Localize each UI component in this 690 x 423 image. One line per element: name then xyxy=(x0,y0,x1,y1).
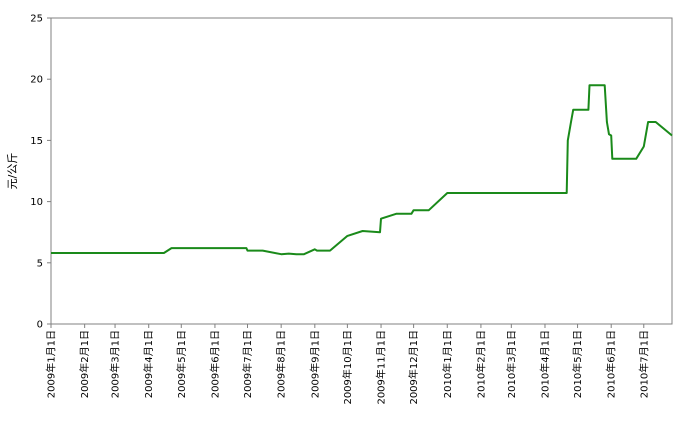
x-tick-label: 2009年6月1日 xyxy=(208,330,221,398)
x-tick-label: 2010年3月1日 xyxy=(505,330,518,398)
plot-frame xyxy=(50,17,673,325)
y-tick-label: 20 xyxy=(30,75,43,86)
x-tick-label: 2010年2月1日 xyxy=(474,330,487,398)
x-tick-label: 2009年4月1日 xyxy=(142,330,155,398)
x-tick-label: 2009年10月1日 xyxy=(341,330,354,405)
x-tick-label: 2009年11月1日 xyxy=(375,330,388,405)
x-tick-label: 2009年3月1日 xyxy=(109,330,122,398)
y-tick-label: 5 xyxy=(37,258,43,269)
x-tick-label: 2009年5月1日 xyxy=(175,330,188,398)
x-axis-ticks: 2009年1月1日 2009年2月1日 2009年3月1日 2009年4月1日 2009… xyxy=(45,324,650,405)
y-tick-label: 10 xyxy=(30,197,43,208)
y-axis-label: 元/公斤 xyxy=(6,153,19,190)
x-tick-label: 2010年7月1日 xyxy=(637,330,650,398)
x-tick-label: 2010年6月1日 xyxy=(605,330,618,398)
x-tick-label: 2010年1月1日 xyxy=(441,330,454,398)
x-tick-label: 2010年4月1日 xyxy=(538,330,551,398)
x-tick-label: 2009年12月1日 xyxy=(407,330,420,405)
series-line xyxy=(51,84,673,256)
y-tick-label: 25 xyxy=(30,14,43,25)
x-tick-label: 2009年7月1日 xyxy=(241,330,254,398)
x-tick-label: 2009年2月1日 xyxy=(78,330,91,398)
x-tick-label: 2009年9月1日 xyxy=(308,330,321,398)
x-tick-label: 2010年5月1日 xyxy=(571,330,584,398)
y-axis-ticks: 0 5 10 15 20 25 xyxy=(30,14,51,331)
y-tick-label: 15 xyxy=(30,136,43,147)
x-tick-label: 2009年1月1日 xyxy=(45,330,58,398)
plot-area xyxy=(50,17,673,325)
series-layer xyxy=(51,84,673,256)
x-tick-label: 2009年8月1日 xyxy=(275,330,288,398)
label-layer: 元/公斤 xyxy=(6,153,19,190)
y-tick-label: 0 xyxy=(37,320,43,331)
